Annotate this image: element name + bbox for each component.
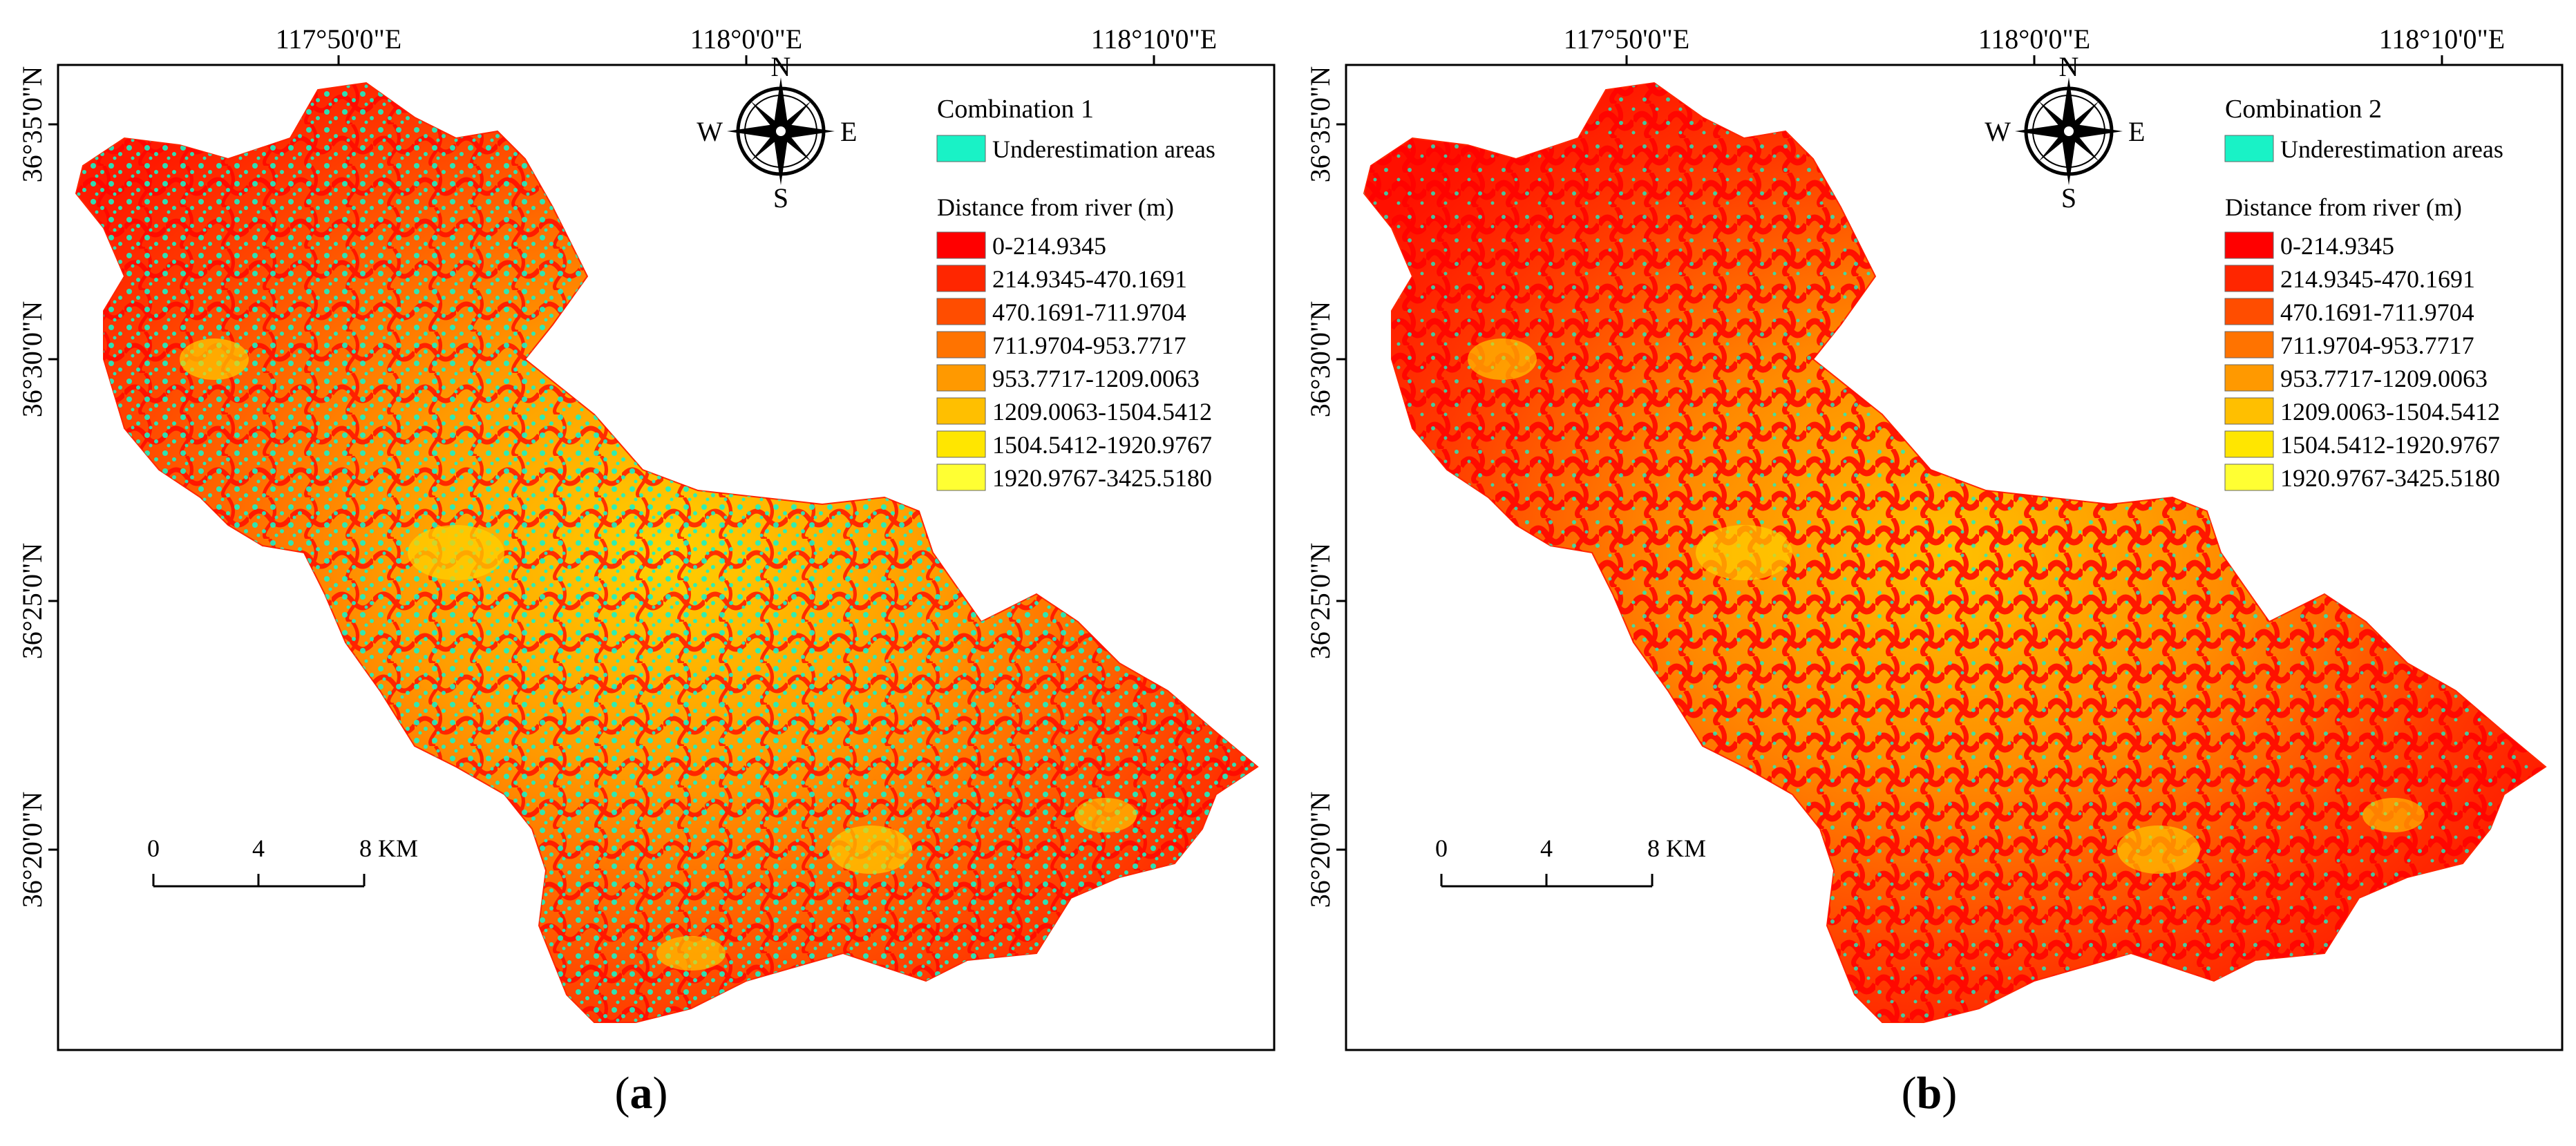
underestimation-swatch — [2224, 135, 2274, 162]
legend-class-label: 470.1691-711.9704 — [992, 298, 1186, 326]
legend-class-label: 1504.5412-1920.9767 — [992, 431, 1212, 459]
legend-title: Combination 1 — [937, 95, 1094, 124]
legend-class-label: 1920.9767-3425.5180 — [2280, 464, 2500, 492]
compass-west: W — [697, 116, 723, 147]
scale-bar: 0 4 8 KM — [147, 834, 418, 888]
latitude-label: 36°30'0"N — [1305, 301, 1336, 417]
panel-b: 117°50'0"E 118°0'0"E 118°10'0"E 36°35'0"… — [1288, 0, 2576, 1146]
study-area-map — [1363, 82, 2547, 1023]
caption-b: (b) — [1901, 1068, 1958, 1118]
legend-swatch — [936, 364, 986, 392]
compass-north: N — [2059, 51, 2079, 82]
latitude-label: 36°35'0"N — [17, 66, 48, 182]
legend-class-label: 470.1691-711.9704 — [2280, 298, 2474, 326]
latitude-label: 36°25'0"N — [17, 543, 48, 659]
longitude-label: 118°0'0"E — [1978, 23, 2090, 55]
legend-class-label: 214.9345-470.1691 — [2280, 265, 2475, 293]
legend-class-label: 711.9704-953.7717 — [2280, 332, 2474, 359]
underestimation-swatch — [936, 135, 986, 162]
legend-swatch — [2224, 298, 2274, 325]
legend-swatch — [2224, 464, 2274, 491]
compass-west: W — [1985, 116, 2011, 147]
map-b-svg: 117°50'0"E 118°0'0"E 118°10'0"E 36°35'0"… — [1305, 23, 2564, 1051]
legend-class-label: 1920.9767-3425.5180 — [992, 464, 1212, 492]
legend-class-label: 0-214.9345 — [2280, 232, 2394, 260]
latitude-label: 36°20'0"N — [17, 792, 48, 908]
legend-class-label: 953.7717-1209.0063 — [2280, 365, 2488, 392]
underestimation-label: Underestimation areas — [2280, 135, 2503, 163]
legend-swatch — [2224, 231, 2274, 259]
legend-swatch — [936, 464, 986, 491]
scale-tick: 8 KM — [359, 834, 418, 862]
scale-tick: 4 — [1540, 834, 1553, 862]
compass-east: E — [840, 116, 857, 147]
longitude-label: 118°10'0"E — [2379, 23, 2505, 55]
distance-title: Distance from river (m) — [2225, 193, 2462, 221]
compass-south: S — [773, 182, 788, 213]
legend-class-label: 1504.5412-1920.9767 — [2280, 431, 2500, 459]
legend-swatch — [2224, 430, 2274, 458]
compass-south: S — [2061, 182, 2076, 213]
compass-rose-icon — [2015, 77, 2123, 185]
compass-rose-icon — [727, 77, 835, 185]
scale-tick: 0 — [147, 834, 160, 862]
legend-swatch — [936, 298, 986, 325]
longitude-label: 117°50'0"E — [1564, 23, 1689, 55]
legend-class-label: 214.9345-470.1691 — [992, 265, 1187, 293]
legend-swatch — [2224, 364, 2274, 392]
longitude-label: 118°0'0"E — [690, 23, 802, 55]
compass-east: E — [2128, 116, 2145, 147]
latitude-label: 36°25'0"N — [1305, 543, 1336, 659]
legend-swatch — [936, 430, 986, 458]
legend: Combination 2 Underestimation areas Dist… — [2224, 95, 2503, 492]
latitude-ticks — [1336, 123, 1346, 851]
scale-tick: 0 — [1435, 834, 1448, 862]
legend-class-label: 1209.0063-1504.5412 — [992, 398, 1212, 426]
legend-class-label: 1209.0063-1504.5412 — [2280, 398, 2500, 426]
scale-bar: 0 4 8 KM — [1435, 834, 1706, 888]
distance-title: Distance from river (m) — [937, 193, 1174, 221]
longitude-ticks — [337, 55, 1155, 65]
legend-swatch — [2224, 331, 2274, 359]
legend-swatch — [936, 397, 986, 425]
latitude-ticks — [48, 123, 58, 851]
legend-swatch — [936, 265, 986, 292]
panel-a: 117°50'0"E 118°0'0"E 118°10'0"E 36°35'0"… — [17, 23, 1276, 1118]
underestimation-label: Underestimation areas — [992, 135, 1215, 163]
legend-swatch — [936, 331, 986, 359]
compass-north: N — [771, 51, 791, 82]
legend-class-label: 711.9704-953.7717 — [992, 332, 1186, 359]
legend: Combination 1 Underestimation areas Dist… — [936, 95, 1215, 492]
legend-title: Combination 2 — [2225, 95, 2382, 124]
latitude-label: 36°20'0"N — [1305, 792, 1336, 908]
legend-class-label: 0-214.9345 — [992, 232, 1106, 260]
latitude-label: 36°35'0"N — [1305, 66, 1336, 182]
legend-class-label: 953.7717-1209.0063 — [992, 365, 1200, 392]
study-area-map — [75, 82, 1259, 1023]
legend-swatch — [2224, 397, 2274, 425]
longitude-label: 118°10'0"E — [1091, 23, 1217, 55]
map-a-svg: 117°50'0"E 118°0'0"E 118°10'0"E 36°35'0"… — [17, 23, 1276, 1051]
longitude-ticks — [1625, 55, 2443, 65]
scale-tick: 8 KM — [1647, 834, 1706, 862]
legend-swatch — [936, 231, 986, 259]
latitude-label: 36°30'0"N — [17, 301, 48, 417]
legend-swatch — [2224, 265, 2274, 292]
longitude-label: 117°50'0"E — [276, 23, 401, 55]
caption-a: (a) — [614, 1068, 668, 1118]
scale-tick: 4 — [252, 834, 265, 862]
